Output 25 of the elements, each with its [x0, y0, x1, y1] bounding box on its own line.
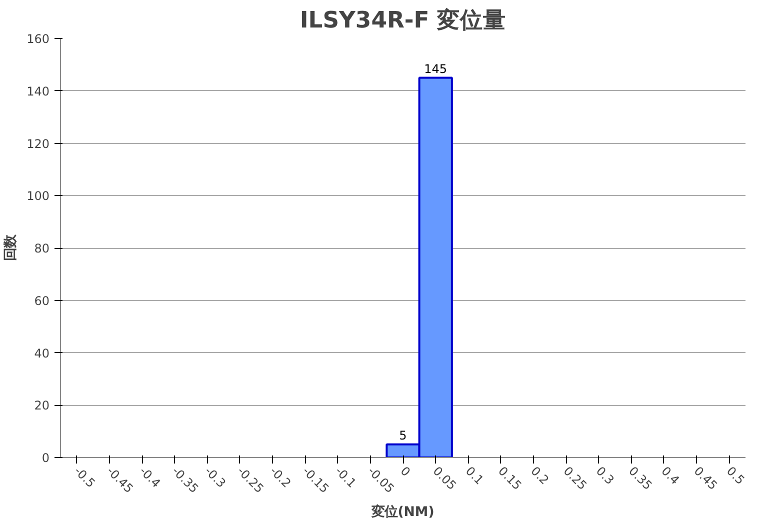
y-tick-label: 140 [26, 84, 50, 98]
x-tick-label: 0.2 [528, 464, 552, 488]
y-tick-label: 120 [26, 136, 50, 151]
y-tick-label: 0 [42, 451, 50, 465]
x-tick-label: -0.3 [202, 464, 228, 490]
y-tick-label: 60 [34, 294, 50, 308]
data-label: 145 [424, 62, 448, 76]
y-tick-label: 80 [34, 242, 50, 256]
data-label: 5 [399, 428, 407, 442]
x-tick-label: 0 [398, 464, 413, 480]
y-axis-title: 回数 [4, 234, 19, 261]
x-axis-title: 変位(NM) [370, 504, 434, 520]
x-tick-label: 0.4 [658, 464, 682, 488]
x-tick-label: -0.5 [72, 464, 98, 490]
x-tick-label: 0.1 [462, 464, 486, 488]
x-tick-label: -0.4 [136, 464, 164, 490]
x-tick-label: -0.1 [332, 464, 359, 490]
x-tick-label: 0.3 [593, 464, 617, 488]
y-tick-label: 100 [26, 189, 50, 204]
x-tick-label: 0.5 [724, 464, 748, 488]
x-tick-label: -0.2 [267, 464, 294, 490]
y-tick-label: 20 [34, 398, 50, 413]
chart-title: ILSY34R-F 変位量 [300, 6, 506, 34]
y-tick-label: 40 [34, 346, 50, 360]
y-tick-label: 160 [26, 32, 50, 46]
